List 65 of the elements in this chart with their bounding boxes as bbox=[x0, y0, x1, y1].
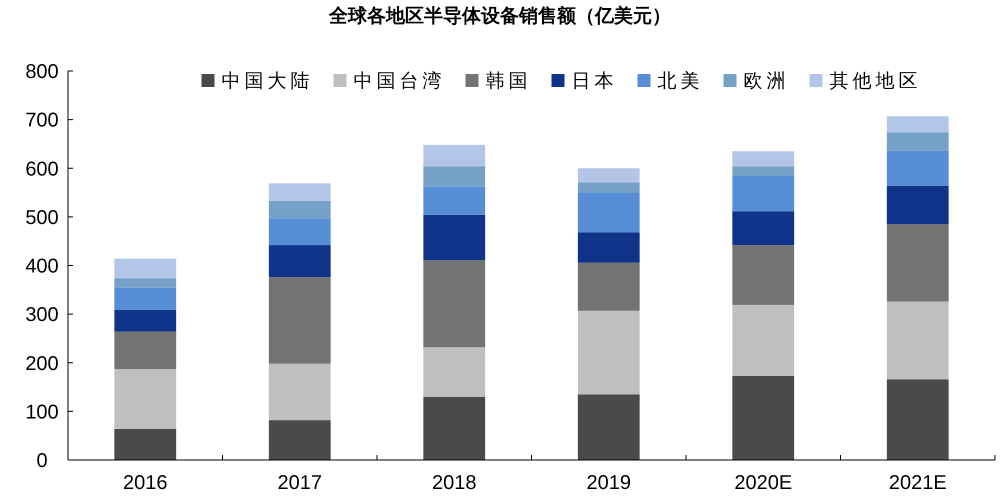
bar bbox=[732, 212, 794, 246]
bar bbox=[732, 151, 794, 166]
legend-label: 中国台湾 bbox=[354, 70, 446, 92]
bar bbox=[578, 232, 640, 263]
bar bbox=[114, 288, 176, 310]
bar bbox=[578, 192, 640, 232]
bar bbox=[578, 310, 640, 394]
bar bbox=[732, 304, 794, 376]
bar bbox=[423, 347, 486, 397]
x-tick-label: 2017 bbox=[278, 472, 322, 494]
bar bbox=[578, 168, 640, 182]
bar bbox=[423, 260, 486, 348]
bar bbox=[886, 301, 949, 380]
bar bbox=[268, 245, 331, 278]
y-tick-label: 0 bbox=[36, 450, 48, 472]
y-tick-label: 300 bbox=[25, 304, 59, 326]
bar bbox=[423, 186, 486, 215]
bar bbox=[114, 332, 176, 370]
bar bbox=[114, 428, 176, 460]
y-tick-label: 700 bbox=[25, 110, 59, 132]
bar bbox=[732, 245, 794, 305]
chart-title: 全球各地区半导体设备销售额（亿美元） bbox=[328, 5, 671, 27]
legend-label: 其他地区 bbox=[830, 70, 922, 92]
y-tick-label: 600 bbox=[25, 158, 59, 180]
x-tick-label: 2019 bbox=[586, 472, 631, 494]
bar bbox=[886, 150, 949, 186]
legend-label: 韩国 bbox=[486, 70, 532, 92]
y-tick-label: 100 bbox=[25, 401, 59, 424]
y-tick-label: 400 bbox=[25, 256, 59, 278]
y-tick-label: 500 bbox=[25, 206, 59, 229]
bar bbox=[114, 258, 176, 278]
legend-label: 中国大陆 bbox=[222, 70, 314, 92]
bar bbox=[423, 396, 486, 460]
bar bbox=[886, 116, 949, 132]
bar bbox=[268, 420, 331, 460]
x-tick-label: 2020E bbox=[734, 472, 792, 494]
bar bbox=[423, 144, 486, 166]
legend-label: 日本 bbox=[572, 70, 618, 92]
x-tick-label: 2021E bbox=[888, 472, 947, 494]
x-tick-label: 2018 bbox=[432, 472, 476, 494]
bar bbox=[886, 186, 949, 224]
bar bbox=[732, 376, 794, 460]
legend-label: 欧洲 bbox=[744, 70, 790, 92]
bar bbox=[268, 364, 331, 420]
bar bbox=[268, 277, 331, 364]
bar bbox=[886, 379, 949, 460]
bar bbox=[114, 278, 176, 288]
bar bbox=[886, 224, 949, 302]
bar bbox=[578, 394, 640, 460]
bar bbox=[578, 262, 640, 311]
bar bbox=[732, 166, 794, 176]
y-tick-label: 200 bbox=[25, 352, 59, 375]
bar bbox=[886, 132, 949, 151]
bar bbox=[114, 369, 176, 429]
bar bbox=[114, 310, 176, 332]
bar bbox=[268, 218, 331, 246]
bar bbox=[732, 176, 794, 212]
bar bbox=[578, 182, 640, 193]
legend-label: 北美 bbox=[658, 70, 704, 92]
bar bbox=[423, 166, 486, 187]
y-tick-label: 800 bbox=[25, 61, 59, 83]
x-tick-label: 2016 bbox=[123, 472, 168, 494]
bar bbox=[268, 200, 331, 218]
bar bbox=[423, 214, 486, 260]
bar bbox=[268, 183, 331, 201]
